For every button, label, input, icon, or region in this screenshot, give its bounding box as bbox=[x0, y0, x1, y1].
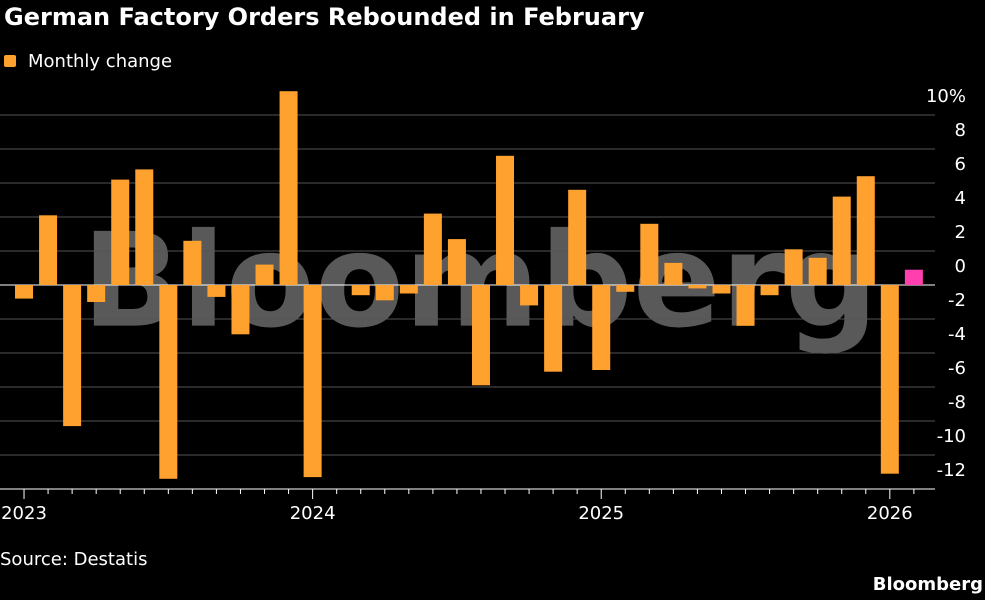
x-tick-label: 2026 bbox=[867, 503, 913, 524]
y-tick-label: 8 bbox=[955, 120, 966, 141]
bar bbox=[520, 285, 539, 306]
y-tick-label: -12 bbox=[937, 460, 966, 481]
bar bbox=[904, 269, 923, 285]
bar bbox=[63, 285, 82, 427]
bar bbox=[399, 285, 418, 294]
bar bbox=[183, 240, 202, 285]
bar bbox=[207, 285, 226, 297]
bar bbox=[736, 285, 755, 326]
x-tick-label: 2024 bbox=[290, 503, 336, 524]
source: Source: Destatis bbox=[0, 549, 147, 570]
bar bbox=[423, 213, 442, 285]
y-tick-label: 0 bbox=[955, 256, 966, 277]
bar bbox=[712, 285, 731, 294]
y-tick-label: 4 bbox=[955, 188, 966, 209]
bar bbox=[664, 262, 683, 285]
chart-title: German Factory Orders Rebounded in Febru… bbox=[4, 3, 645, 31]
bar bbox=[135, 169, 154, 285]
y-tick-label: -6 bbox=[948, 358, 966, 379]
bar bbox=[279, 91, 298, 285]
y-tick-label: -8 bbox=[948, 392, 966, 413]
bar bbox=[87, 285, 106, 302]
x-tick-label: 2025 bbox=[578, 503, 624, 524]
y-tick-label: 6 bbox=[955, 154, 966, 175]
y-tick-label: 10% bbox=[926, 86, 966, 107]
bar bbox=[592, 285, 611, 370]
bar bbox=[255, 264, 274, 285]
bar bbox=[471, 285, 490, 386]
brand: Bloomberg bbox=[873, 574, 983, 595]
bar bbox=[159, 285, 178, 479]
bar bbox=[351, 285, 370, 296]
bar bbox=[856, 176, 875, 285]
bar bbox=[447, 239, 466, 285]
bar bbox=[832, 196, 851, 285]
bar bbox=[880, 285, 899, 474]
x-tick-label: 2023 bbox=[1, 503, 47, 524]
bar bbox=[760, 285, 779, 296]
bar bbox=[568, 189, 587, 285]
y-tick-label: -4 bbox=[948, 324, 966, 345]
bar bbox=[784, 249, 803, 285]
bar bbox=[496, 155, 515, 285]
bar bbox=[111, 179, 130, 285]
y-tick-label: -2 bbox=[948, 290, 966, 311]
bar bbox=[640, 223, 659, 285]
bar bbox=[688, 285, 707, 289]
bar bbox=[544, 285, 563, 372]
legend-label: Monthly change bbox=[28, 51, 172, 72]
bar bbox=[303, 285, 322, 478]
bar bbox=[616, 285, 635, 292]
bar bbox=[15, 285, 34, 299]
y-tick-label: 2 bbox=[955, 222, 966, 243]
y-tick-label: -10 bbox=[937, 426, 966, 447]
bar bbox=[375, 285, 394, 301]
bar bbox=[39, 215, 58, 285]
bar bbox=[231, 285, 250, 335]
bar bbox=[808, 257, 827, 285]
legend-swatch bbox=[4, 55, 16, 67]
